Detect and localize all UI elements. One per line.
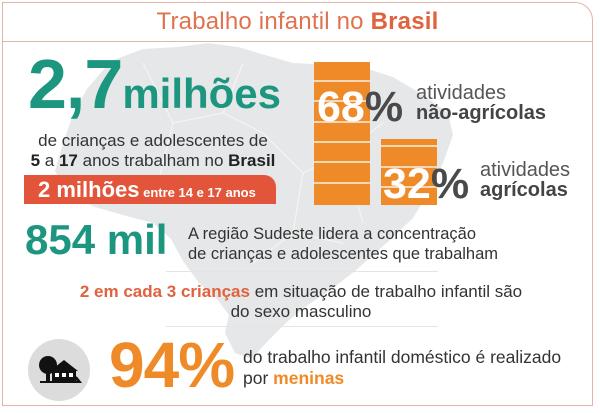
stat-gender: 2 em cada 3 crianças em situação de trab…: [79, 282, 523, 321]
bar-value-non-agricultural: 68%: [317, 83, 404, 131]
stat-domestic-value: 94%: [109, 329, 235, 401]
bar-value-agricultural: 32%: [383, 160, 470, 208]
title-highlight: Brasil: [370, 8, 439, 35]
stat-sudeste-description: A região Sudeste lidera a concentração d…: [188, 225, 499, 263]
page-title: Trabalho infantil no Brasil: [156, 8, 439, 35]
section-divider: [166, 326, 438, 327]
section-divider: [166, 271, 438, 272]
header-divider: [3, 41, 592, 42]
stat-total-description: de crianças e adolescentes de 5 a 17 ano…: [30, 131, 276, 170]
infographic-frame: Trabalho infantil no Brasil 2,7milhões d…: [2, 2, 593, 406]
stat-domestic-description: do trabalho infantil doméstico é realiza…: [243, 347, 562, 388]
bar-label-non-agricultural: atividades não-agrícolas: [416, 82, 547, 124]
stat-total-unit: milhões: [122, 70, 282, 117]
stat-sudeste-value: 854 mil: [25, 216, 168, 263]
bar-label-agricultural: atividades agrícolas: [480, 159, 571, 201]
age-range-badge: 2 milhões entre 14 e 17 anos: [24, 175, 276, 204]
stat-total-value: 2,7milhões: [28, 45, 282, 123]
bar-agricultural: [381, 139, 437, 205]
house-tree-icon: [28, 339, 90, 401]
bar-non-agricultural: [314, 62, 370, 205]
